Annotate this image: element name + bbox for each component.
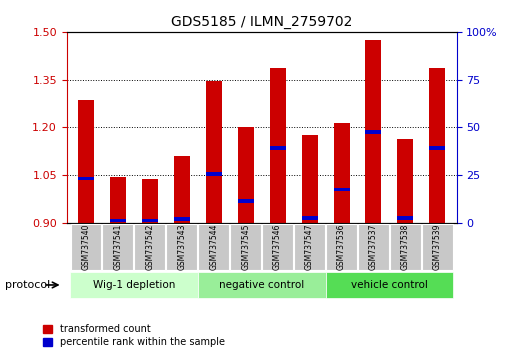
Bar: [302, 216, 318, 220]
FancyBboxPatch shape: [390, 224, 421, 270]
FancyBboxPatch shape: [103, 224, 133, 270]
Text: GSM737545: GSM737545: [241, 224, 250, 270]
FancyBboxPatch shape: [326, 272, 453, 298]
FancyBboxPatch shape: [262, 224, 293, 270]
Bar: [302, 135, 318, 223]
Bar: [333, 188, 349, 192]
Text: GSM737539: GSM737539: [433, 224, 442, 270]
FancyBboxPatch shape: [199, 224, 229, 270]
Text: GSM737543: GSM737543: [177, 224, 186, 270]
Legend: transformed count, percentile rank within the sample: transformed count, percentile rank withi…: [41, 322, 227, 349]
Text: GSM737546: GSM737546: [273, 224, 282, 270]
Text: GSM737542: GSM737542: [145, 224, 154, 270]
FancyBboxPatch shape: [198, 272, 326, 298]
FancyBboxPatch shape: [70, 272, 198, 298]
FancyBboxPatch shape: [422, 224, 453, 270]
Text: protocol: protocol: [5, 280, 50, 290]
Bar: [398, 139, 413, 223]
Bar: [206, 81, 222, 223]
Bar: [110, 177, 126, 223]
FancyBboxPatch shape: [358, 224, 389, 270]
FancyBboxPatch shape: [230, 224, 261, 270]
Bar: [174, 156, 190, 223]
Text: vehicle control: vehicle control: [351, 280, 428, 290]
FancyBboxPatch shape: [134, 224, 165, 270]
Bar: [398, 216, 413, 220]
FancyBboxPatch shape: [294, 224, 325, 270]
Text: negative control: negative control: [219, 280, 304, 290]
Bar: [333, 123, 349, 223]
Bar: [270, 146, 286, 150]
Bar: [429, 69, 445, 223]
Text: GSM737536: GSM737536: [337, 224, 346, 270]
Text: GSM737538: GSM737538: [401, 224, 410, 270]
Bar: [206, 172, 222, 176]
Text: GSM737541: GSM737541: [113, 224, 122, 270]
Bar: [238, 199, 253, 202]
Bar: [78, 101, 94, 223]
Text: GSM737544: GSM737544: [209, 224, 218, 270]
Text: GSM737540: GSM737540: [82, 224, 90, 270]
Text: GSM737547: GSM737547: [305, 224, 314, 270]
Bar: [78, 177, 94, 180]
Text: GSM737537: GSM737537: [369, 224, 378, 270]
FancyBboxPatch shape: [166, 224, 197, 270]
Bar: [110, 218, 126, 222]
Bar: [142, 218, 158, 222]
Bar: [270, 69, 286, 223]
Bar: [365, 130, 382, 134]
Title: GDS5185 / ILMN_2759702: GDS5185 / ILMN_2759702: [171, 16, 352, 29]
Bar: [174, 217, 190, 221]
FancyBboxPatch shape: [326, 224, 357, 270]
FancyBboxPatch shape: [70, 224, 101, 270]
Bar: [142, 179, 158, 223]
Text: Wig-1 depletion: Wig-1 depletion: [93, 280, 175, 290]
Bar: [429, 146, 445, 150]
Bar: [365, 40, 382, 223]
Bar: [238, 127, 253, 223]
